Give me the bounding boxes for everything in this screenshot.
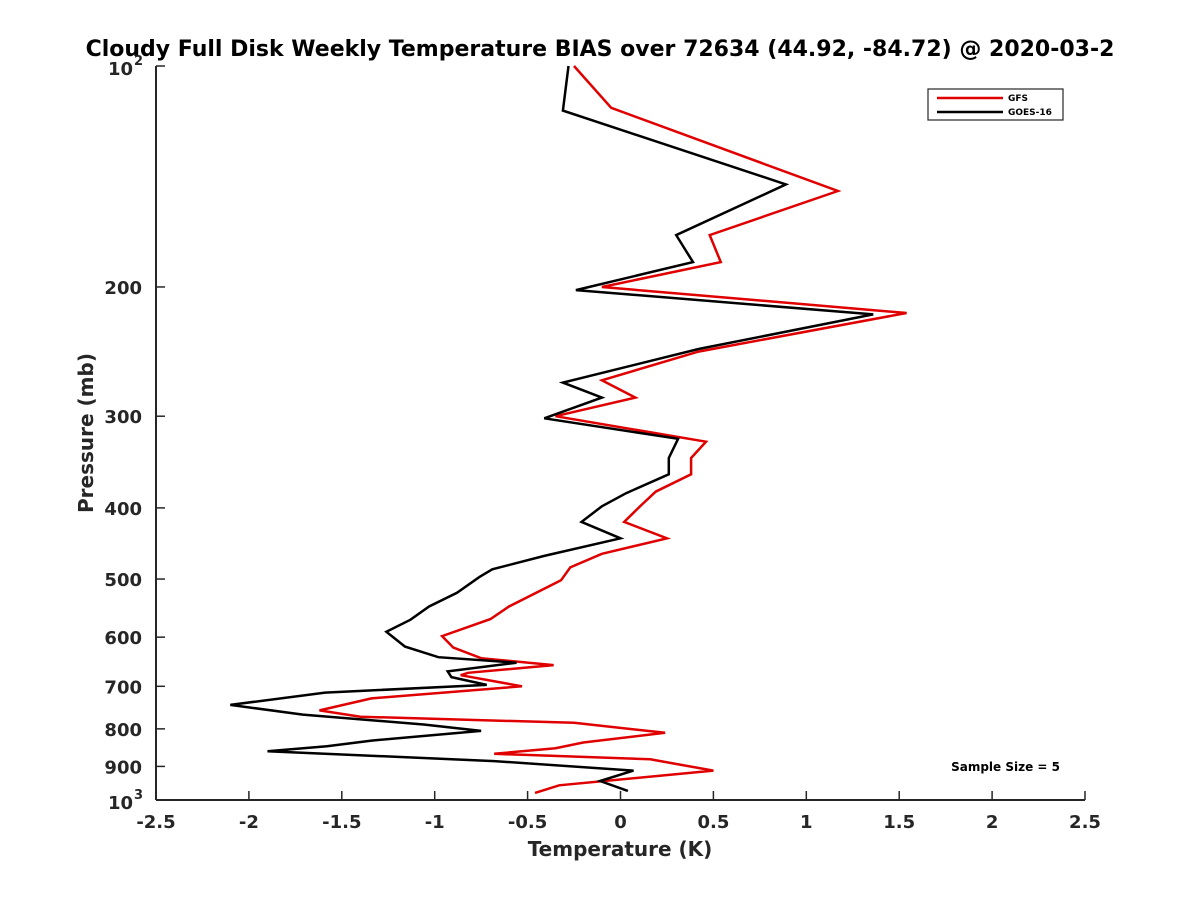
x-tick-label: -1.5: [322, 812, 361, 833]
x-tick-label: -2.5: [136, 812, 175, 833]
axis-ticks: -2.5 -2 -1.5 -1 -0.5 0 0.5 1 1.5 2 2.510 2200300400…: [104, 54, 1101, 833]
legend-label: GOES-16: [1008, 108, 1052, 118]
legend-label: GFS: [1008, 94, 1028, 104]
plot-axes: [155, 66, 1085, 801]
y-tick-exponent: 3: [134, 788, 143, 803]
x-tick-label: -1: [425, 812, 445, 833]
x-tick-label: 2: [986, 812, 999, 833]
legend: GFS GOES-16: [927, 88, 1064, 121]
chart-title: Cloudy Full Disk Weekly Temperature BIAS…: [86, 37, 1115, 62]
y-tick-label: 10: [108, 59, 133, 80]
y-tick-exponent: 2: [134, 54, 143, 69]
x-tick-label: 1: [800, 812, 813, 833]
sample-size-annotation: Sample Size = 5: [951, 760, 1060, 774]
y-tick-label: 500: [104, 570, 142, 591]
y-tick-label: 200: [104, 278, 142, 299]
y-tick-label: 600: [104, 628, 142, 649]
x-tick-label: 0: [614, 812, 627, 833]
y-tick-label: 800: [104, 720, 142, 741]
legend-box: [927, 88, 1064, 121]
y-tick-label: 300: [104, 407, 142, 428]
series-lines: [230, 65, 907, 795]
x-tick-label: -0.5: [508, 812, 547, 833]
series-line-gfs: [319, 65, 907, 795]
series-line-goes-16: [230, 65, 874, 793]
y-tick-label: 700: [104, 677, 142, 698]
x-tick-label: 1.5: [883, 812, 915, 833]
y-tick-label: 400: [104, 499, 142, 520]
y-tick-label: 10: [108, 793, 133, 814]
x-tick-label: 0.5: [697, 812, 729, 833]
x-tick-label: 2.5: [1069, 812, 1101, 833]
x-axis-label: Temperature (K): [528, 837, 713, 861]
y-tick-label: 900: [104, 757, 142, 778]
y-axis-label: Pressure (mb): [74, 353, 98, 513]
x-tick-label: -2: [239, 812, 259, 833]
